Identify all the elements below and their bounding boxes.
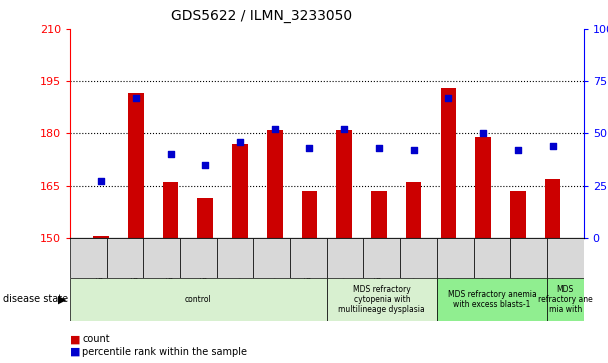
Text: disease state: disease state (3, 294, 68, 305)
Bar (267, 130, 283, 238)
Bar (406, 182, 421, 238)
Point (443, 95, 453, 101)
Text: MDS refractory anemia
with excess blasts-1: MDS refractory anemia with excess blasts… (447, 290, 536, 309)
Bar (510, 191, 525, 238)
Bar (93, 236, 109, 238)
Text: MDS
refractory ane
mia with: MDS refractory ane mia with (538, 285, 593, 314)
Point (548, 143, 558, 149)
Point (165, 151, 175, 157)
Point (409, 147, 418, 153)
Bar (302, 191, 317, 238)
Text: count: count (82, 334, 109, 344)
Bar (128, 93, 143, 238)
Bar (545, 179, 561, 238)
Bar (474, 238, 510, 278)
Bar (547, 238, 584, 278)
Text: ■: ■ (70, 334, 80, 344)
Bar (290, 238, 327, 278)
Text: MDS refractory
cytopenia with
multilineage dysplasia: MDS refractory cytopenia with multilinea… (339, 285, 425, 314)
Bar (437, 278, 547, 321)
Bar (510, 238, 547, 278)
Point (374, 145, 384, 151)
Bar (327, 238, 364, 278)
Bar (441, 88, 456, 238)
Bar (143, 238, 180, 278)
Bar (216, 238, 254, 278)
Bar (70, 238, 106, 278)
Point (96, 179, 106, 184)
Bar (364, 238, 400, 278)
Point (270, 126, 280, 132)
Text: ▶: ▶ (58, 294, 67, 305)
Text: ■: ■ (70, 347, 80, 357)
Bar (232, 144, 248, 238)
Bar (400, 238, 437, 278)
Bar (327, 278, 437, 321)
Point (131, 95, 140, 101)
Point (478, 131, 488, 136)
Bar (106, 238, 143, 278)
Text: control: control (185, 295, 212, 304)
Bar (336, 130, 352, 238)
Bar (371, 191, 387, 238)
Bar (180, 238, 216, 278)
Bar (547, 278, 584, 321)
Bar (70, 278, 327, 321)
Bar (163, 182, 178, 238)
Bar (198, 198, 213, 238)
Point (235, 139, 245, 145)
Text: percentile rank within the sample: percentile rank within the sample (82, 347, 247, 357)
Point (201, 162, 210, 168)
Point (339, 126, 349, 132)
Point (513, 147, 523, 153)
Bar (437, 238, 474, 278)
Point (305, 145, 314, 151)
Text: GDS5622 / ILMN_3233050: GDS5622 / ILMN_3233050 (171, 9, 352, 23)
Bar (254, 238, 290, 278)
Bar (475, 137, 491, 238)
